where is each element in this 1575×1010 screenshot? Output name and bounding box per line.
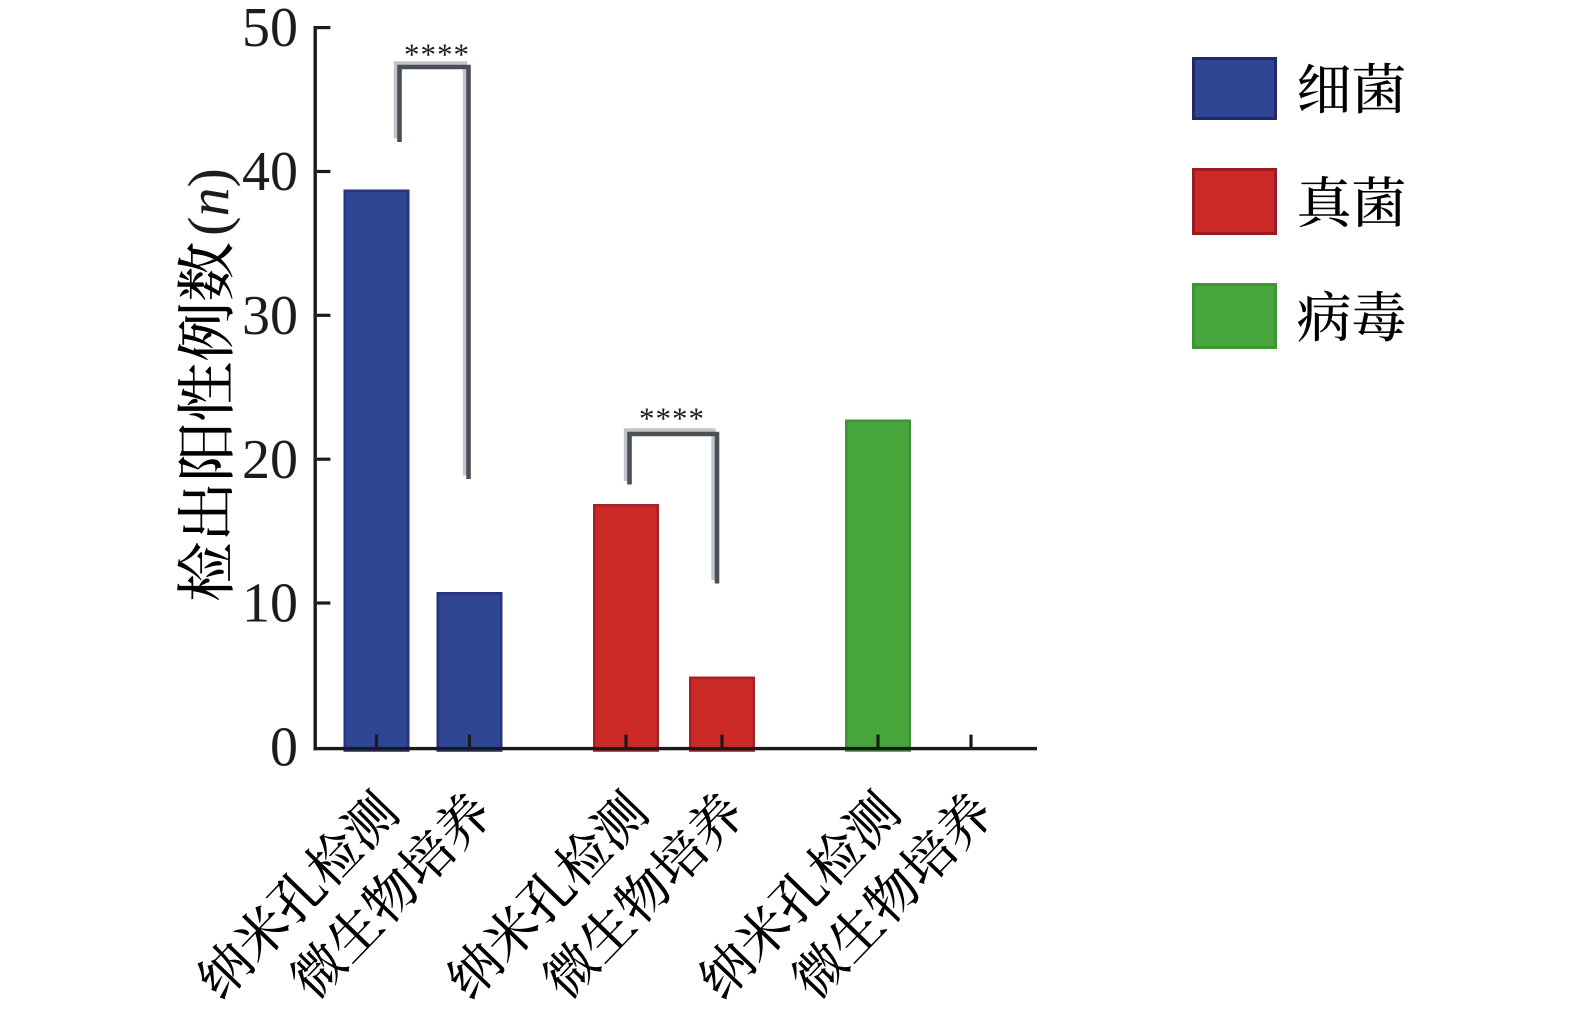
svg-text:****: **** xyxy=(639,401,705,436)
svg-text:40: 40 xyxy=(242,141,298,203)
svg-text:20: 20 xyxy=(242,429,298,491)
svg-text:****: **** xyxy=(404,37,470,72)
svg-text:10: 10 xyxy=(242,573,298,635)
svg-text:30: 30 xyxy=(242,285,298,347)
svg-text:0: 0 xyxy=(270,717,298,779)
svg-text:50: 50 xyxy=(242,0,298,59)
svg-text:(n): (n) xyxy=(176,168,241,236)
